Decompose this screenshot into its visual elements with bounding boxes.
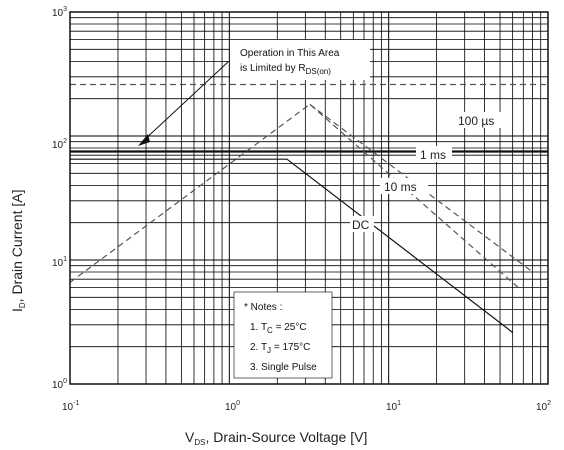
x-tick-0.1: 10-1 xyxy=(62,400,79,413)
note-3: 3. Single Pulse xyxy=(250,362,317,373)
label-10ms: 10 ms xyxy=(384,180,417,194)
y-tick-1000: 103 xyxy=(52,6,67,19)
series-10-ms xyxy=(69,103,519,288)
label-bg-1ms xyxy=(416,146,452,162)
callout-arrow xyxy=(141,61,229,143)
callout-line1: Operation in This Area xyxy=(240,48,340,59)
callout-box xyxy=(230,40,370,80)
arrow-head xyxy=(138,134,150,146)
label-100us: 100 µs xyxy=(458,114,494,128)
limited-area-callout: Operation in This Area is Limited by RDS… xyxy=(138,40,370,146)
series-dc xyxy=(70,158,514,333)
y-tick-100: 102 xyxy=(52,138,67,151)
y-axis-label: ID, Drain Current [A] xyxy=(9,190,27,313)
notes-box: * Notes : 1. TC = 25°C 2. TJ = 175°C 3. … xyxy=(233,291,333,379)
y-tick-10: 101 xyxy=(52,256,67,269)
label-1ms: 1 ms xyxy=(420,148,446,162)
x-tick-1: 100 xyxy=(225,400,240,413)
y-tick-1: 100 xyxy=(52,378,67,391)
note-2: 2. TJ = 175°C xyxy=(250,342,310,355)
y-tick-labels: 103 102 101 100 xyxy=(52,6,67,391)
notes-background xyxy=(233,291,333,379)
x-tick-labels: 10-1 100 101 102 xyxy=(62,400,551,413)
label-bg-dc xyxy=(350,216,374,232)
label-bg-100us xyxy=(452,112,508,128)
series-line-4 xyxy=(309,103,533,273)
x-tick-10: 101 xyxy=(386,400,401,413)
label-bg-10ms xyxy=(380,178,428,194)
curve-labels: 100 µs 1 ms 10 ms DC xyxy=(350,112,508,232)
label-dc: DC xyxy=(352,218,370,232)
note-1: 1. TC = 25°C xyxy=(250,322,307,335)
x-axis-label: VDS, Drain-Source Voltage [V] xyxy=(185,429,367,447)
x-tick-100: 102 xyxy=(536,400,551,413)
notes-title: * Notes : xyxy=(244,302,282,313)
plot-frame xyxy=(69,11,549,385)
series xyxy=(69,83,548,333)
callout-line2: is Limited by RDS(on) xyxy=(240,63,331,76)
